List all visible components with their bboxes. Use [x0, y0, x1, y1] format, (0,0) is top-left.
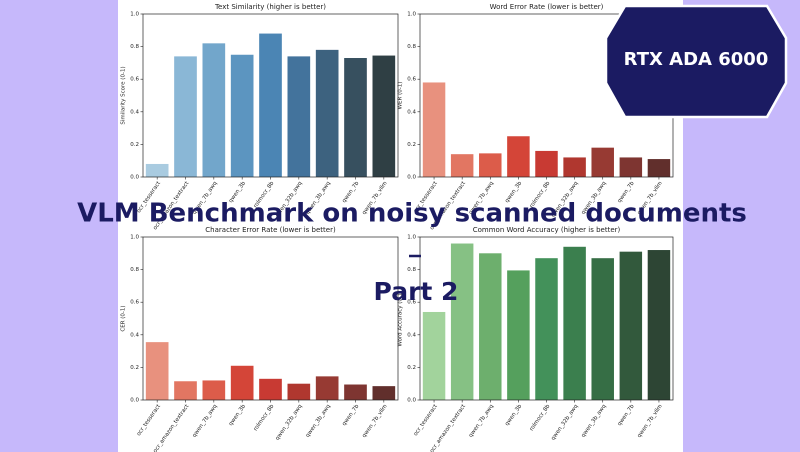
y-tick-label: 0.2 [130, 365, 139, 371]
bar [259, 378, 282, 400]
bar [647, 250, 671, 400]
bar [174, 381, 197, 400]
y-tick-label: 1.0 [407, 235, 416, 241]
bar [591, 147, 614, 177]
y-axis-label: CER (0-1) [121, 305, 127, 331]
y-tick-label: 0.8 [407, 44, 416, 50]
bar [372, 386, 396, 400]
y-tick-label: 0.8 [130, 44, 139, 50]
bar [230, 54, 254, 177]
chart-title: Character Error Rate (lower is better) [205, 226, 336, 234]
badge-text: RTX ADA 6000 [624, 49, 769, 70]
y-tick-label: 0.2 [407, 142, 416, 148]
bar [259, 33, 282, 178]
y-tick-label: 0.2 [130, 142, 139, 148]
bar [507, 136, 530, 177]
bar [563, 157, 586, 177]
y-tick-label: 0.2 [407, 365, 416, 371]
bar [344, 384, 367, 400]
bar [145, 163, 169, 177]
bar [535, 150, 558, 177]
bar [174, 56, 197, 177]
bar [202, 43, 226, 178]
bar [450, 243, 474, 400]
chart-title: Text Similarity (higher is better) [214, 3, 326, 11]
y-tick-label: 0.4 [130, 332, 139, 338]
y-tick-label: 0.8 [407, 267, 416, 273]
y-tick-label: 0.6 [130, 77, 139, 83]
y-tick-label: 0.0 [130, 175, 139, 181]
chart-title: Word Error Rate (lower is better) [490, 3, 604, 11]
bar [507, 270, 530, 400]
bar [647, 159, 671, 177]
y-axis-label: Similarity Score (0-1) [121, 66, 127, 124]
overlay-title: VLM Benchmark on noisy scanned documents [77, 199, 747, 229]
bar [344, 58, 367, 178]
y-tick-label: 0.6 [407, 77, 416, 83]
y-tick-label: 1.0 [407, 12, 416, 18]
y-tick-label: 0.4 [130, 109, 139, 115]
bar [619, 251, 643, 400]
bar [372, 55, 396, 177]
y-tick-label: 0.6 [130, 300, 139, 306]
axes-frame [142, 13, 399, 178]
y-axis-label: WER (0-1) [398, 82, 404, 110]
bar [422, 311, 446, 400]
y-tick-label: 0.0 [407, 398, 416, 404]
overlay-subtitle: Part 2 [374, 277, 459, 306]
bar [202, 380, 226, 400]
chart-title: Common Word Accuracy (higher is better) [473, 226, 621, 234]
bar [230, 365, 254, 400]
y-tick-label: 1.0 [130, 12, 139, 18]
bar [479, 253, 502, 400]
bar [591, 258, 614, 400]
bar [535, 258, 558, 400]
y-tick-label: 1.0 [130, 235, 139, 241]
y-tick-label: 0.0 [130, 398, 139, 404]
badge [604, 4, 788, 119]
y-axis-label: Word Accuracy (0-1) [398, 290, 404, 346]
bar [287, 383, 311, 400]
bar [315, 49, 339, 177]
y-tick-label: 0.4 [407, 332, 416, 338]
y-tick-label: 0.6 [407, 300, 416, 306]
bar [563, 246, 586, 400]
bar [479, 153, 502, 177]
y-tick-label: 0.8 [130, 267, 139, 273]
bar [619, 157, 643, 177]
y-tick-label: 0.0 [407, 175, 416, 181]
bar [450, 154, 474, 177]
bar [287, 56, 311, 177]
axes-frame [419, 236, 674, 401]
bar [145, 342, 169, 400]
axes-frame [142, 236, 399, 401]
bar [315, 376, 339, 400]
bar [422, 82, 446, 177]
y-tick-label: 0.4 [407, 109, 416, 115]
